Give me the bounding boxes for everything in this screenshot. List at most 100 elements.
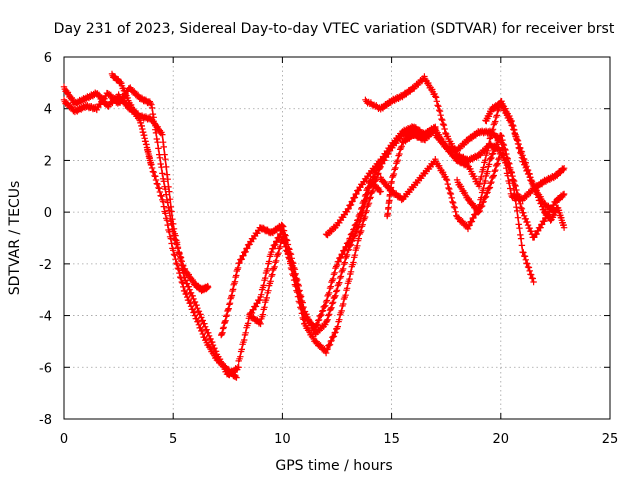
data-point (390, 170, 398, 178)
data-point (177, 274, 185, 282)
data-point (297, 299, 305, 306)
data-point (375, 170, 382, 177)
data-point (164, 221, 171, 229)
data-point (268, 248, 275, 256)
data-point (483, 189, 490, 197)
data-point (498, 139, 505, 146)
data-point (185, 283, 192, 290)
data-point (333, 261, 341, 269)
data-point (156, 151, 163, 158)
data-point (168, 220, 175, 227)
data-point (476, 207, 483, 215)
data-point (331, 293, 338, 301)
data-point (220, 324, 227, 331)
data-point (166, 188, 173, 195)
data-point (359, 221, 366, 228)
data-point (357, 229, 364, 236)
data-point (372, 176, 380, 184)
data-point (521, 155, 528, 163)
data-point (510, 176, 517, 184)
data-point (340, 300, 347, 308)
data-point (175, 248, 182, 256)
data-point (315, 316, 323, 324)
series-track-8 (362, 73, 504, 165)
data-point (509, 122, 516, 129)
data-point (258, 291, 265, 298)
data-point (486, 135, 494, 142)
data-point (177, 253, 184, 260)
data-point (475, 209, 482, 216)
data-point (279, 227, 286, 234)
data-point (296, 293, 303, 300)
data-point (395, 152, 402, 159)
data-point (178, 278, 185, 286)
data-point (177, 273, 184, 281)
data-point (534, 191, 541, 198)
data-point (191, 312, 199, 319)
data-point (560, 190, 568, 198)
data-point (93, 106, 100, 114)
data-point (330, 271, 338, 278)
data-point (185, 297, 192, 304)
data-point (240, 252, 247, 259)
data-point (518, 242, 526, 249)
data-point (433, 98, 440, 105)
data-point (336, 316, 343, 323)
series-track-3 (108, 70, 240, 381)
data-point (162, 210, 169, 217)
data-point (326, 285, 334, 292)
data-point (490, 146, 497, 154)
data-point (152, 176, 160, 184)
data-point (191, 298, 199, 306)
data-point (491, 168, 498, 175)
data-point (393, 158, 401, 165)
data-point (242, 248, 249, 255)
data-point (361, 197, 368, 204)
data-point (333, 263, 340, 270)
data-point (230, 281, 237, 288)
series-track-5 (235, 125, 439, 365)
data-point (398, 143, 405, 150)
data-point (283, 247, 291, 254)
data-point (560, 224, 568, 231)
data-point (325, 291, 332, 298)
series-line (63, 87, 240, 376)
data-point (510, 177, 518, 185)
data-point (166, 228, 173, 236)
data-point (436, 107, 443, 114)
data-point (442, 129, 449, 137)
data-point (488, 154, 495, 162)
data-point (148, 164, 156, 172)
data-point (509, 172, 516, 180)
data-point (265, 258, 273, 265)
data-point (269, 245, 277, 252)
series-track-13 (482, 99, 568, 231)
data-point (439, 120, 447, 128)
data-series (60, 70, 568, 381)
data-point (203, 326, 210, 333)
data-point (513, 186, 520, 194)
data-point (237, 353, 244, 360)
data-point (466, 222, 473, 229)
data-point (493, 161, 501, 168)
data-point (522, 215, 529, 223)
data-point (160, 143, 167, 151)
data-point (525, 264, 533, 271)
data-point (262, 274, 269, 282)
y-tick-label: -2 (39, 258, 52, 273)
y-tick-label: 6 (44, 51, 52, 66)
data-point (519, 152, 526, 159)
data-point (333, 288, 340, 295)
data-point (520, 209, 527, 216)
data-point (149, 110, 157, 118)
data-point (173, 241, 181, 248)
data-point (389, 173, 396, 181)
data-point (205, 332, 213, 340)
data-point (264, 265, 271, 272)
data-point (340, 265, 347, 272)
data-point (187, 289, 195, 296)
data-point (152, 173, 159, 180)
data-point (265, 287, 272, 294)
series-track-12 (453, 149, 568, 241)
data-point (326, 341, 334, 348)
